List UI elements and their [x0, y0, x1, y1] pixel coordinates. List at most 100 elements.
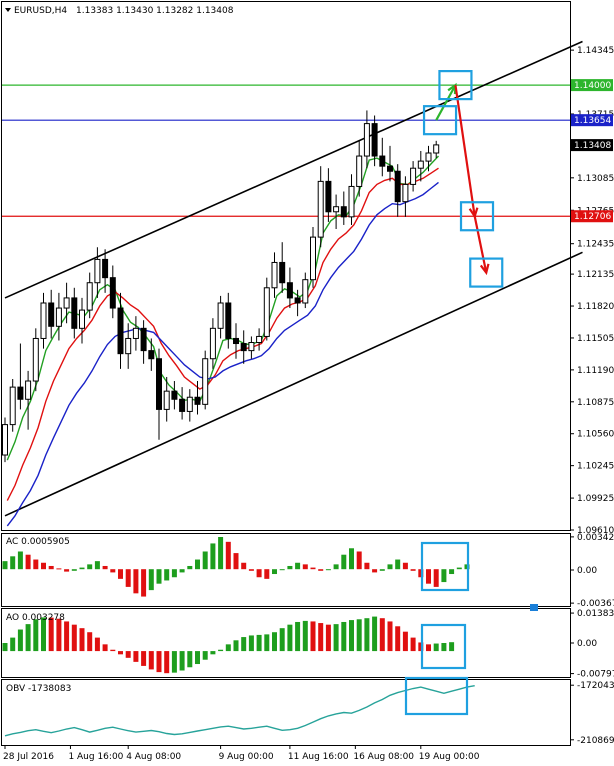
level-tag — [571, 79, 613, 92]
price-tick-label: 1.12135 — [577, 270, 614, 280]
histogram-bar — [187, 565, 193, 570]
time-tick-label: 4 Aug 08:00 — [126, 752, 181, 762]
price-tick-label: 1.12435 — [577, 240, 614, 250]
histogram-bar — [441, 643, 447, 652]
histogram-bar — [349, 620, 354, 652]
indicator-highlight-box — [420, 541, 470, 592]
histogram-bar — [225, 644, 231, 652]
candle-body — [286, 282, 293, 299]
histogram-bar — [171, 569, 177, 578]
histogram-bar — [341, 621, 347, 652]
histogram-bar — [264, 569, 270, 579]
histogram-bar — [164, 651, 170, 674]
dropdown-triangle-icon[interactable] — [5, 8, 11, 12]
candle-body — [186, 396, 193, 412]
histogram-bar — [248, 635, 254, 652]
price-tick-label: 1.14345 — [577, 46, 614, 56]
candle-body — [71, 297, 78, 329]
candle-body — [132, 327, 139, 339]
histogram-bar — [356, 551, 362, 570]
candle-body — [363, 123, 370, 157]
candle-body — [86, 282, 93, 311]
histogram-bar — [164, 569, 170, 581]
level-tag — [571, 139, 613, 152]
histogram-bar — [318, 569, 324, 571]
histogram-bar — [179, 569, 185, 573]
candle-body — [379, 155, 386, 167]
histogram-bar — [318, 623, 324, 652]
candle-body — [425, 152, 432, 162]
candle-body — [256, 335, 263, 344]
time-tick-label: 16 Aug 08:00 — [353, 752, 414, 762]
ac-panel-frame — [1, 533, 571, 607]
histogram-bar — [41, 562, 46, 570]
histogram-bar — [94, 561, 100, 570]
histogram-bar — [148, 569, 154, 591]
histogram-bar — [156, 651, 162, 673]
candle-body — [79, 309, 85, 329]
histogram-bar — [64, 569, 70, 572]
histogram-bar — [102, 565, 108, 570]
candle-body — [94, 258, 101, 284]
histogram-bar — [372, 569, 378, 573]
moving-average-line — [6, 167, 439, 501]
candle-body — [294, 297, 301, 304]
histogram-bar — [295, 621, 301, 652]
histogram-bar — [25, 624, 31, 652]
candle-body — [302, 279, 309, 304]
price-tick-label: 1.10245 — [577, 462, 614, 472]
histogram-bar — [410, 569, 416, 571]
histogram-bar — [156, 569, 162, 584]
obv-line — [4, 685, 475, 737]
target-box — [459, 201, 495, 232]
candle-body — [317, 180, 324, 238]
histogram-bar — [141, 651, 147, 666]
histogram-bar — [395, 626, 401, 652]
histogram-bar — [256, 634, 262, 652]
histogram-bar — [310, 567, 316, 570]
histogram-bar — [241, 637, 247, 652]
histogram-bar — [233, 640, 239, 652]
forecast-arrow — [473, 216, 488, 273]
indicator-tick-label: 0.00 — [577, 566, 597, 576]
candle-body — [9, 386, 16, 426]
candle-body — [117, 307, 124, 355]
histogram-bar — [33, 559, 39, 570]
candle-body — [209, 327, 216, 360]
indicator-layer — [2, 537, 475, 737]
candle-body — [271, 261, 278, 289]
histogram-bar — [118, 651, 123, 655]
histogram-bar — [356, 619, 362, 652]
histogram-bar — [10, 556, 16, 570]
candle-body — [248, 342, 255, 352]
price-tick-label: 1.10875 — [577, 398, 614, 408]
indicator-highlight-box — [404, 676, 469, 716]
histogram-bar — [272, 632, 277, 652]
indicator-tick-label: 0.013836 — [577, 609, 614, 619]
histogram-bar — [410, 637, 416, 652]
histogram-bar — [17, 551, 23, 570]
panel-resize-handle[interactable] — [530, 604, 538, 611]
candle-body — [217, 302, 224, 329]
ohlc-header: 1.13383 1.13430 1.13282 1.13408 — [76, 6, 234, 16]
histogram-bar — [333, 624, 339, 652]
ao-label: AO 0.003278 — [6, 613, 65, 623]
histogram-bar — [56, 568, 62, 570]
candle-body — [102, 258, 109, 279]
histogram-bar — [433, 643, 439, 652]
candle-body — [279, 261, 286, 284]
forecast-arrow-head — [479, 263, 490, 276]
histogram-bar — [125, 651, 131, 658]
histogram-bar — [456, 567, 462, 570]
candle-body — [356, 155, 363, 187]
histogram-bar — [302, 620, 308, 652]
histogram-bar — [233, 553, 239, 570]
histogram-bar — [10, 637, 16, 652]
obv-label: OBV -1738083 — [6, 684, 71, 694]
histogram-bar — [210, 543, 216, 570]
histogram-bar — [310, 621, 316, 652]
indicator-highlight-box — [420, 623, 467, 670]
histogram-bar — [79, 567, 85, 570]
histogram-bar — [102, 644, 108, 652]
candle-body — [325, 180, 332, 213]
